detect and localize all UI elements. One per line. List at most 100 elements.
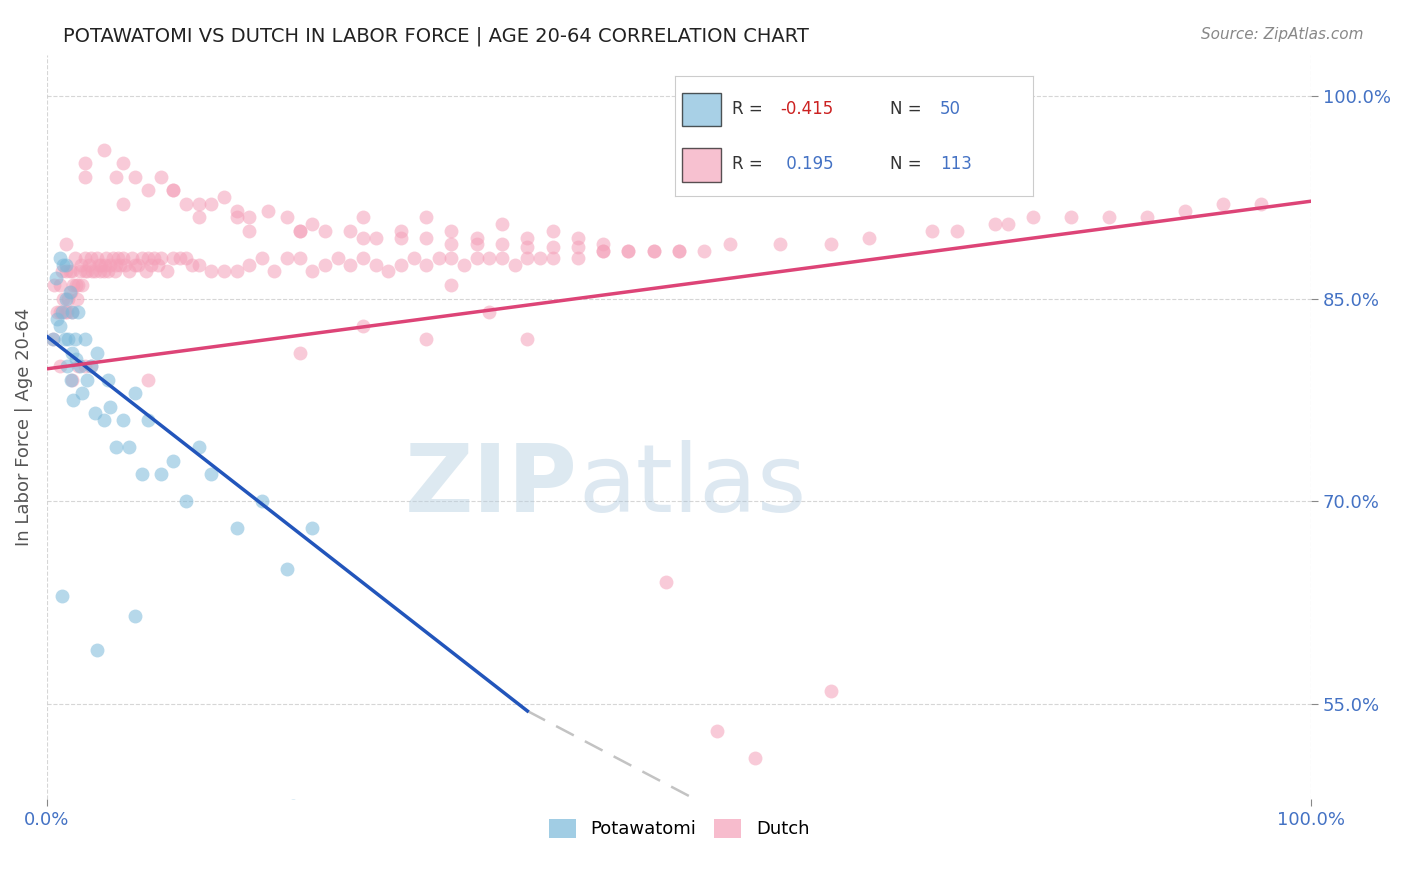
Point bbox=[478, 251, 501, 265]
Point bbox=[339, 258, 361, 272]
Text: Source: ZipAtlas.com: Source: ZipAtlas.com bbox=[1201, 27, 1364, 42]
Point bbox=[668, 244, 690, 259]
Point bbox=[465, 251, 488, 265]
Point bbox=[465, 230, 488, 244]
Point bbox=[51, 305, 73, 319]
Point bbox=[111, 197, 134, 211]
Point bbox=[314, 258, 336, 272]
Point bbox=[706, 724, 728, 739]
Point bbox=[105, 440, 128, 454]
Point bbox=[200, 467, 222, 482]
Point bbox=[174, 251, 197, 265]
Point bbox=[984, 217, 1007, 231]
Point bbox=[465, 237, 488, 252]
Point bbox=[415, 211, 437, 225]
Point bbox=[352, 251, 374, 265]
Point bbox=[84, 407, 107, 421]
Point bbox=[162, 454, 184, 468]
Point bbox=[60, 373, 83, 387]
Point bbox=[516, 230, 538, 244]
Point bbox=[592, 244, 614, 259]
Point bbox=[643, 244, 665, 259]
Point bbox=[136, 373, 159, 387]
Point bbox=[136, 251, 159, 265]
Point bbox=[225, 211, 247, 225]
Point bbox=[181, 258, 204, 272]
Point bbox=[86, 251, 108, 265]
Point bbox=[59, 373, 82, 387]
Point bbox=[51, 264, 73, 278]
Point bbox=[44, 278, 66, 293]
Point bbox=[200, 197, 222, 211]
Point bbox=[56, 359, 79, 373]
Point bbox=[314, 224, 336, 238]
Point bbox=[82, 264, 104, 278]
Point bbox=[58, 332, 80, 346]
Point bbox=[87, 258, 110, 272]
Point bbox=[93, 143, 115, 157]
Point bbox=[90, 258, 112, 272]
Point bbox=[69, 359, 91, 373]
Point bbox=[59, 264, 82, 278]
Point bbox=[225, 203, 247, 218]
Point bbox=[114, 258, 136, 272]
Text: N =: N = bbox=[890, 100, 927, 118]
Point bbox=[63, 251, 86, 265]
Point bbox=[93, 413, 115, 427]
Point bbox=[73, 251, 96, 265]
Point bbox=[46, 311, 69, 326]
Point bbox=[51, 589, 73, 603]
Point bbox=[516, 251, 538, 265]
Text: -0.415: -0.415 bbox=[780, 100, 834, 118]
Point bbox=[73, 359, 96, 373]
Point bbox=[73, 156, 96, 170]
Point bbox=[42, 332, 65, 346]
Point bbox=[48, 251, 70, 265]
Point bbox=[820, 237, 842, 252]
Point bbox=[72, 278, 94, 293]
Point bbox=[73, 169, 96, 184]
Point bbox=[149, 169, 172, 184]
Point bbox=[592, 244, 614, 259]
Point bbox=[77, 258, 100, 272]
Point bbox=[541, 240, 564, 254]
Point bbox=[174, 494, 197, 508]
Point bbox=[59, 285, 82, 299]
Point bbox=[402, 251, 425, 265]
Point bbox=[60, 305, 83, 319]
Point bbox=[567, 251, 589, 265]
Point bbox=[352, 318, 374, 333]
Point bbox=[42, 332, 65, 346]
Point bbox=[55, 237, 77, 252]
Text: atlas: atlas bbox=[578, 441, 806, 533]
Point bbox=[121, 251, 143, 265]
Point bbox=[89, 264, 111, 278]
Point bbox=[136, 183, 159, 197]
Point bbox=[124, 258, 146, 272]
Point bbox=[769, 237, 792, 252]
Point bbox=[67, 359, 90, 373]
Point bbox=[283, 798, 305, 813]
Point bbox=[70, 258, 93, 272]
Point bbox=[541, 224, 564, 238]
Point bbox=[67, 305, 90, 319]
Point bbox=[225, 521, 247, 535]
Point bbox=[67, 278, 90, 293]
Y-axis label: In Labor Force | Age 20-64: In Labor Force | Age 20-64 bbox=[15, 308, 32, 546]
Point bbox=[110, 258, 132, 272]
Point bbox=[146, 258, 169, 272]
Point bbox=[104, 264, 127, 278]
Point bbox=[820, 683, 842, 698]
Point bbox=[55, 258, 77, 272]
Point bbox=[136, 413, 159, 427]
Point bbox=[1136, 211, 1159, 225]
Point bbox=[66, 292, 89, 306]
Point bbox=[263, 264, 285, 278]
Point bbox=[52, 258, 75, 272]
Point bbox=[58, 292, 80, 306]
Point bbox=[440, 278, 463, 293]
Point bbox=[105, 169, 128, 184]
FancyBboxPatch shape bbox=[682, 148, 721, 182]
Point bbox=[118, 440, 141, 454]
Point bbox=[84, 264, 107, 278]
